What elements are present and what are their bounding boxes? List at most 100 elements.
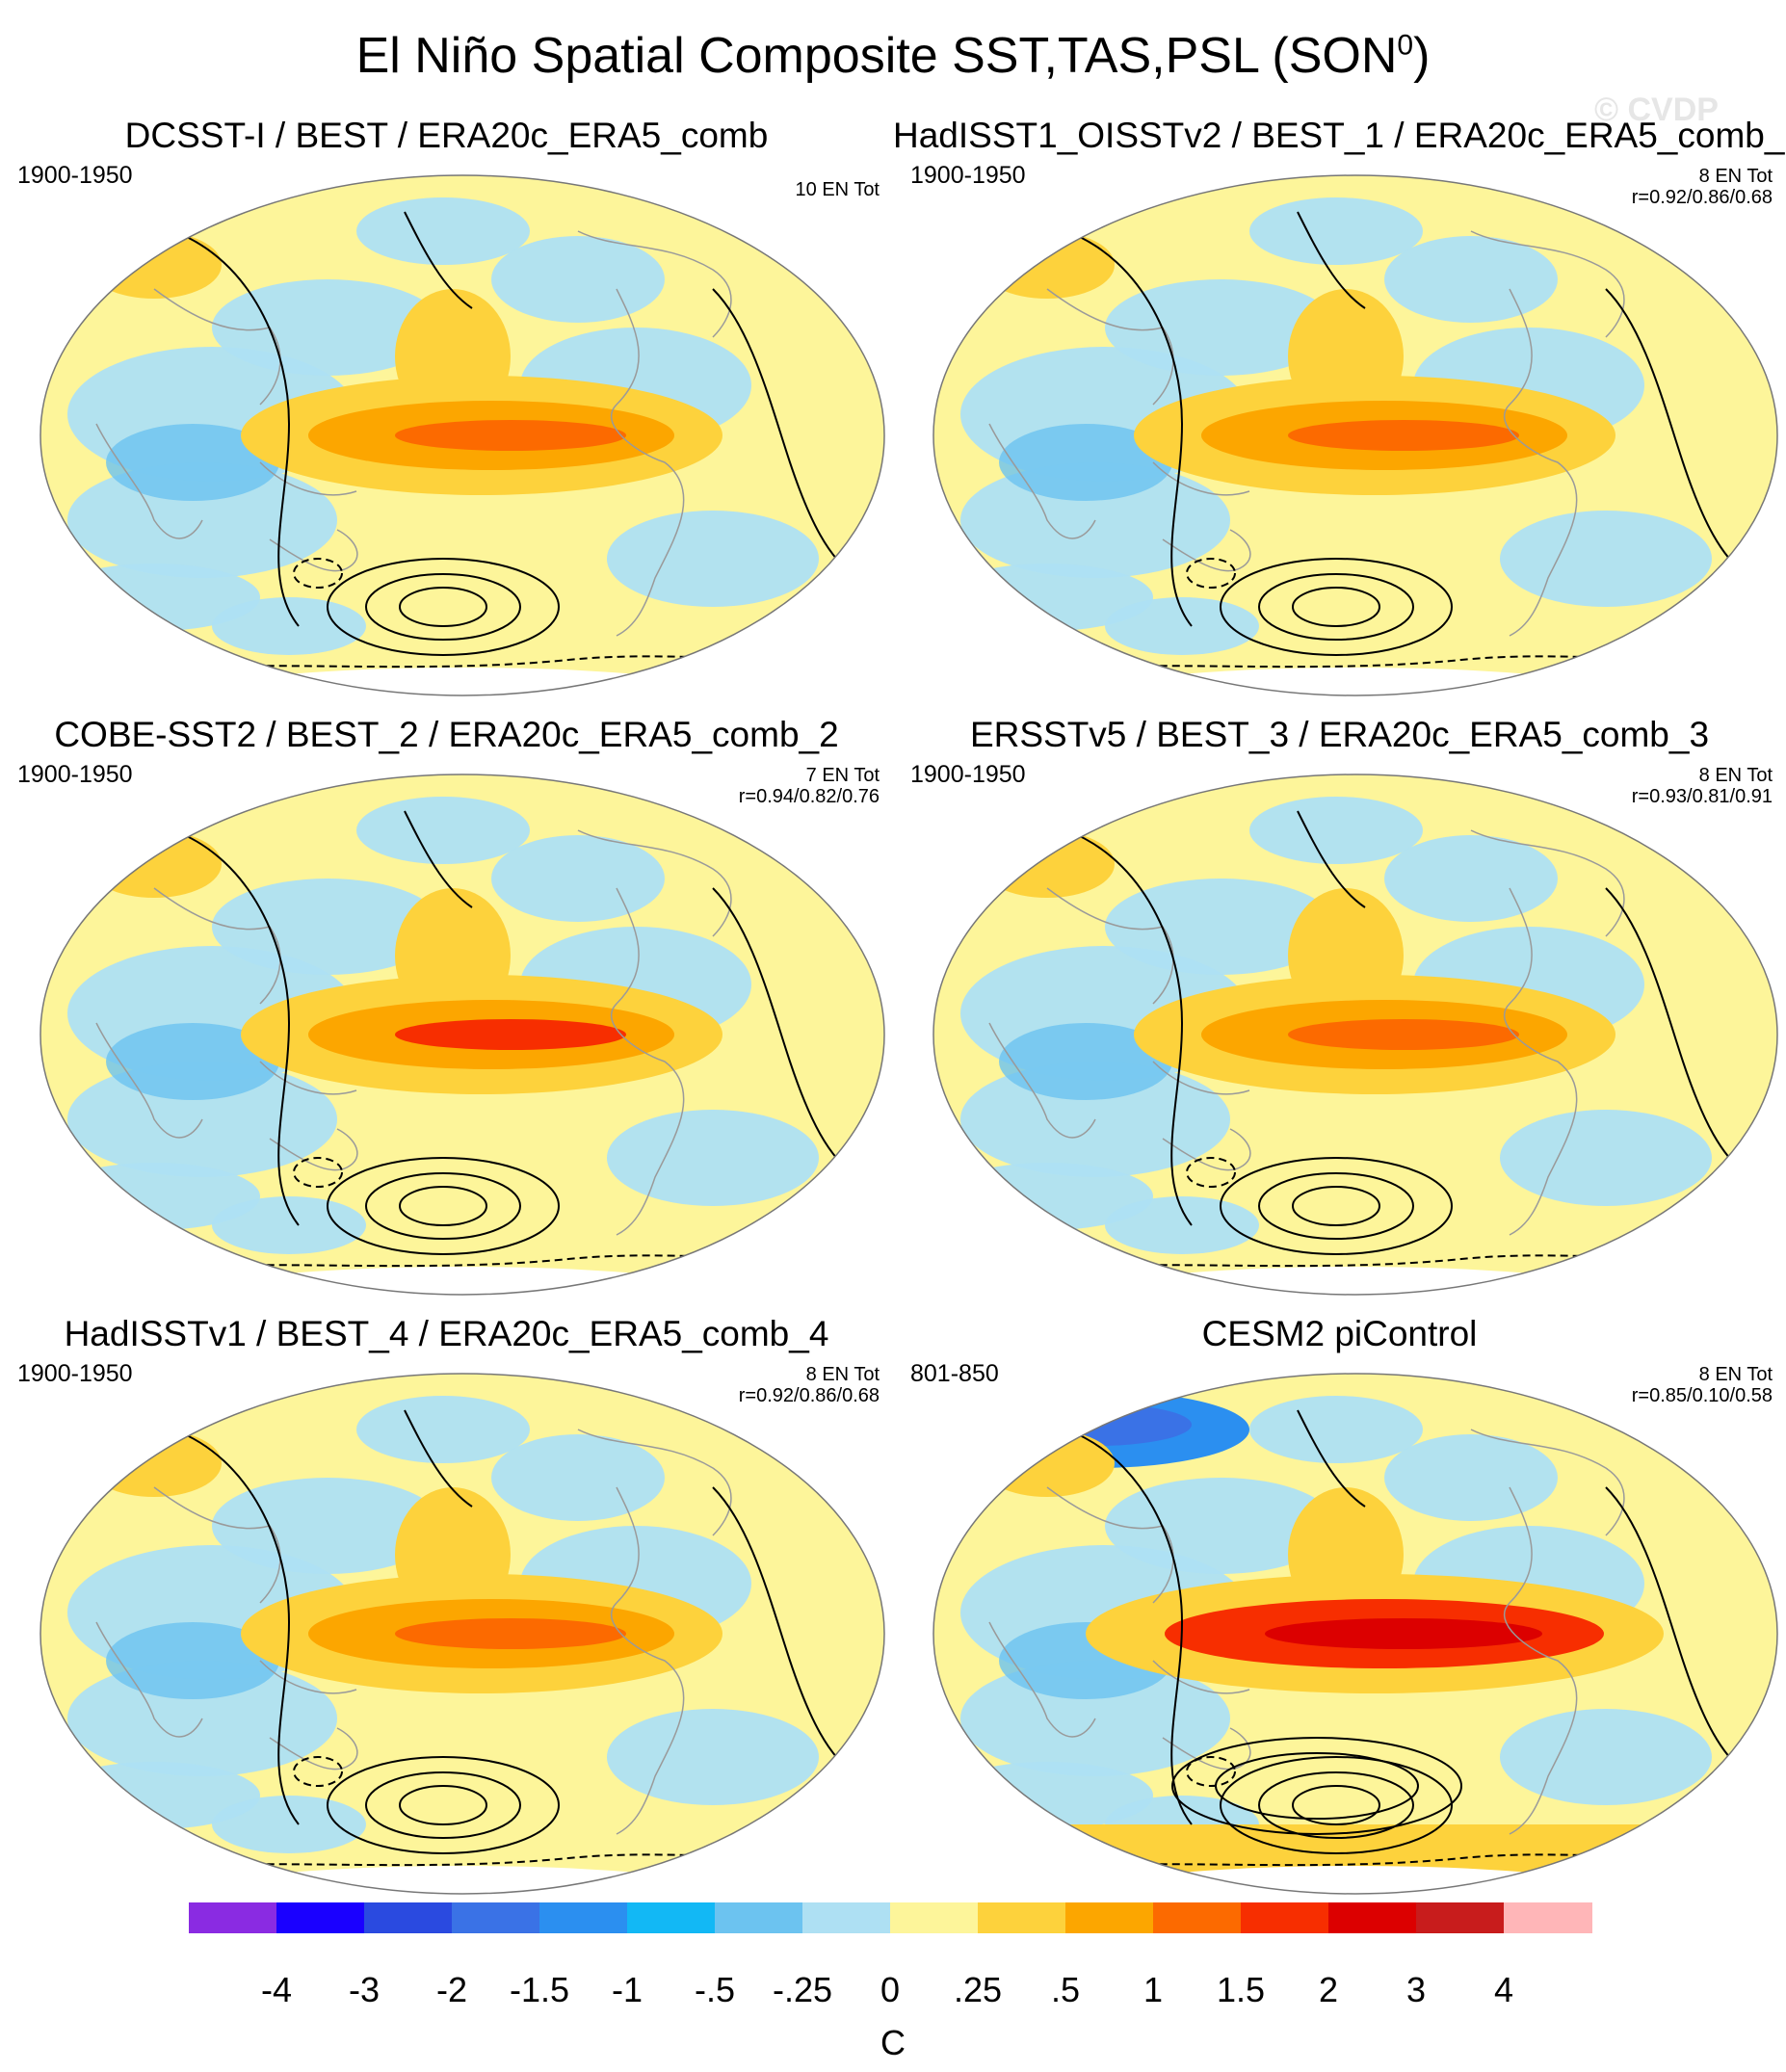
psl-contour [1292,587,1380,627]
psl-contour [399,1785,487,1825]
cool-anomaly [999,1023,1172,1100]
psl-contour [1065,1429,1193,1825]
cool-anomaly [999,424,1172,501]
coastline [1470,829,1625,937]
colorbar-box [715,1902,803,1933]
psl-contour [172,1429,300,1825]
cool-anomaly [1249,797,1423,864]
panel-period: 1900-1950 [17,1360,133,1387]
panel-count: 8 EN Tot [1698,1364,1773,1385]
panel-correlation: r=0.92/0.86/0.68 [738,1385,880,1406]
colorbar-box [1416,1902,1505,1933]
coastline [610,1486,685,1835]
coastline [1503,288,1578,637]
psl-contour [712,288,858,579]
cool-anomaly [1105,279,1336,376]
antarctica [1037,668,1673,695]
coastline [1162,1727,1251,1770]
psl-contour [712,887,858,1178]
colorbar-box [1504,1902,1592,1933]
coastline [1162,1128,1251,1171]
colorbar-box [276,1902,365,1933]
panel-4: ERSSTv5 / BEST_3 / ERA20c_ERA5_comb_3 19… [893,715,1786,1331]
coastline [610,887,685,1236]
map-3 [39,774,885,1296]
coastline [577,230,732,338]
cool-anomaly [212,279,443,376]
map-4 [932,774,1778,1296]
psl-contour [1297,211,1366,309]
psl-contour [404,211,473,309]
antarctica [1037,1866,1673,1894]
coastline [1152,1061,1250,1095]
antarctica [144,668,780,695]
enso-tongue-core [1265,1618,1542,1649]
colorbar-box [890,1902,979,1933]
map-1 [39,174,885,696]
psl-contour [1220,558,1453,656]
colorbar-tick-label: .5 [1050,1970,1081,2009]
map-outline [39,174,885,696]
panel-count: 10 EN Tot [795,179,880,200]
cool-anomaly [212,597,366,655]
colorbar-box [802,1902,891,1933]
cool-anomaly [491,835,665,922]
map-5 [39,1373,885,1895]
colorbar-box [1153,1902,1242,1933]
coastline [1503,887,1578,1236]
psl-contour [1605,887,1751,1178]
map-2 [932,174,1778,696]
coastline [95,423,203,539]
antarctica [144,1267,780,1295]
psl-contour [1258,573,1414,641]
warm-anomaly [980,231,1115,299]
colorbar-box [1328,1902,1417,1933]
psl-contour-negative [1186,1157,1236,1188]
cool-anomaly [356,1396,530,1463]
panel-correlation: r=0.93/0.81/0.91 [1631,786,1773,807]
colorbar-tick-label: .25 [953,1970,1003,2009]
cool-anomaly [1384,1434,1558,1521]
psl-contour [399,587,487,627]
psl-contour [1292,1186,1380,1226]
warm-anomaly [87,1429,222,1497]
panel-6: CESM2 piControl 801-850 8 EN Tot r=0.85/… [893,1314,1786,1930]
psl-contour [1605,288,1751,579]
psl-contour [1258,1172,1414,1240]
cool-anomaly [1500,1110,1712,1206]
psl-contour [172,230,300,627]
colorbar-tick-label: 3 [1405,1970,1427,2009]
coastline [269,1128,358,1171]
psl-contour [1065,230,1193,627]
coastline [1152,461,1250,496]
map-outline [932,1373,1778,1895]
map-6 [932,1373,1778,1895]
cool-anomaly [106,1023,279,1100]
enso-tongue-core [395,1618,626,1649]
coastline [95,1621,203,1738]
colorbar [189,1902,1592,1933]
cool-anomaly [1384,236,1558,323]
colorbar-tick-label: -1.5 [509,1970,570,2009]
map-outline [932,174,1778,696]
cool-anomaly [491,236,665,323]
psl-contour [365,1172,521,1240]
panel-title: ERSSTv5 / BEST_3 / ERA20c_ERA5_comb_3 [969,715,1710,754]
psl-contour [365,573,521,641]
warm-anomaly [87,830,222,898]
panel-period: 1900-1950 [910,162,1026,189]
psl-contour [404,1409,473,1508]
page-title: El Niño Spatial Composite SST,TAS,PSL (S… [355,28,1431,84]
enso-tongue-core [395,1019,626,1050]
colorbar-tick-label: -1 [611,1970,643,2009]
map-outline [39,1373,885,1895]
cool-anomaly [607,511,819,607]
cool-anomaly [1249,1396,1423,1463]
coastline [269,1727,358,1770]
colorbar-box [189,1902,277,1933]
colorbar-tick-label: 1.5 [1216,1970,1266,2009]
psl-contour [1258,1771,1414,1839]
colorbar-tick-label: 2 [1318,1970,1339,2009]
panel-correlation: r=0.94/0.82/0.76 [738,786,880,807]
psl-contour-negative [1186,1756,1236,1787]
